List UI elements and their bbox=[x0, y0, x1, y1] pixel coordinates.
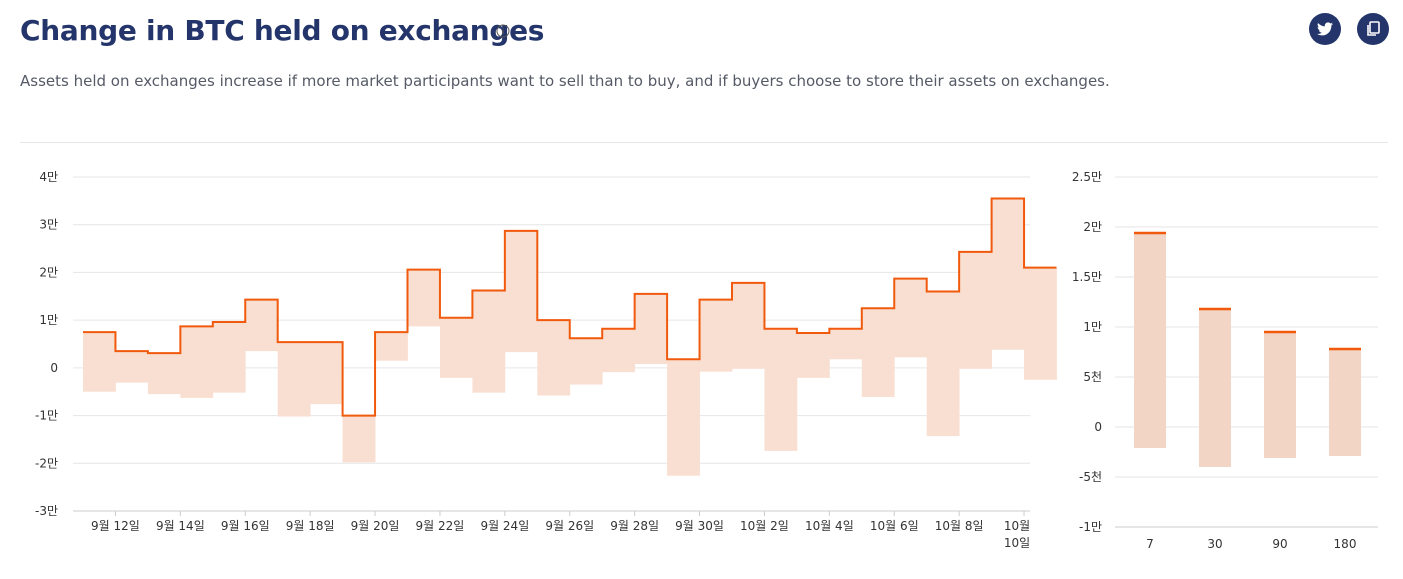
bar-range bbox=[1264, 332, 1296, 458]
x-tick-label: 10월 8일 bbox=[935, 519, 984, 533]
range-band bbox=[764, 328, 798, 451]
y-tick-label: 4만 bbox=[39, 170, 58, 184]
x-tick-label: 9월 12일 bbox=[91, 519, 140, 533]
y-tick-label: 1.5만 bbox=[1072, 270, 1102, 284]
range-band bbox=[537, 320, 571, 396]
range-band bbox=[407, 269, 441, 327]
x-tick-label: 9월 18일 bbox=[286, 519, 335, 533]
x-tick-label: 10월 4일 bbox=[805, 519, 854, 533]
y-tick-label: 1만 bbox=[39, 313, 58, 327]
range-band bbox=[732, 282, 765, 369]
range-band bbox=[796, 333, 830, 378]
range-band bbox=[375, 332, 408, 361]
bar-range bbox=[1329, 349, 1361, 456]
range-band bbox=[147, 353, 181, 395]
range-band bbox=[894, 278, 928, 358]
y-tick-label: 2만 bbox=[39, 265, 58, 279]
y-tick-label: -2만 bbox=[35, 456, 58, 470]
range-band bbox=[212, 322, 246, 393]
range-band bbox=[439, 317, 473, 378]
x-tick-label: 90 bbox=[1272, 537, 1287, 551]
x-tick-label: 7 bbox=[1146, 537, 1154, 551]
x-tick-label: 9월 20일 bbox=[351, 519, 400, 533]
bar-range bbox=[1134, 233, 1166, 448]
range-band bbox=[634, 293, 668, 365]
x-tick-label: 9월 22일 bbox=[416, 519, 465, 533]
x-tick-label: 9월 24일 bbox=[480, 519, 529, 533]
info-icon[interactable] bbox=[496, 24, 510, 38]
range-band bbox=[83, 332, 116, 392]
range-band bbox=[1024, 267, 1057, 380]
y-tick-label: 5천 bbox=[1083, 369, 1102, 384]
x-tick-label: 9월 14일 bbox=[156, 519, 205, 533]
y-tick-label: 2.5만 bbox=[1072, 170, 1102, 184]
range-band bbox=[926, 291, 960, 437]
y-tick-label: 0 bbox=[1094, 420, 1102, 434]
range-band bbox=[991, 198, 1025, 350]
header-divider bbox=[20, 142, 1388, 143]
x-tick-label: 10월 bbox=[1004, 519, 1030, 533]
bar-range bbox=[1199, 309, 1231, 467]
range-band bbox=[180, 326, 214, 398]
copy-link-button[interactable] bbox=[1357, 13, 1389, 45]
x-tick-label: 10일 bbox=[1004, 536, 1030, 550]
range-band bbox=[310, 342, 343, 405]
range-band bbox=[602, 328, 636, 373]
x-tick-label: 9월 30일 bbox=[675, 519, 724, 533]
range-band bbox=[115, 351, 149, 383]
x-tick-label: 10월 6일 bbox=[870, 519, 919, 533]
range-band bbox=[569, 338, 603, 385]
page-subtitle: Assets held on exchanges increase if mor… bbox=[20, 72, 1110, 90]
y-tick-label: -1만 bbox=[35, 409, 58, 423]
x-tick-label: 9월 28일 bbox=[610, 519, 659, 533]
x-tick-label: 9월 26일 bbox=[545, 519, 594, 533]
page-title: Change in BTC held on exchanges bbox=[20, 14, 545, 47]
range-band bbox=[959, 251, 992, 369]
range-band bbox=[699, 299, 733, 372]
x-tick-label: 9월 16일 bbox=[221, 519, 270, 533]
y-tick-label: -3만 bbox=[35, 504, 58, 518]
y-tick-label: 3만 bbox=[39, 218, 58, 232]
range-band bbox=[277, 342, 311, 417]
x-tick-label: 180 bbox=[1334, 537, 1357, 551]
range-band bbox=[829, 328, 863, 360]
y-tick-label: 1만 bbox=[1083, 320, 1102, 334]
series-line bbox=[83, 197, 1057, 417]
y-tick-label: -1만 bbox=[1079, 520, 1102, 534]
twitter-icon bbox=[1317, 22, 1333, 36]
y-tick-label: 0 bbox=[50, 361, 58, 375]
twitter-share-button[interactable] bbox=[1309, 13, 1341, 45]
range-band bbox=[245, 299, 279, 352]
range-band bbox=[861, 308, 895, 397]
x-tick-label: 30 bbox=[1207, 537, 1222, 551]
range-band bbox=[472, 290, 506, 393]
x-tick-label: 10월 2일 bbox=[740, 519, 789, 533]
range-band bbox=[342, 415, 376, 463]
range-band bbox=[504, 230, 538, 353]
range-band bbox=[667, 359, 700, 476]
copy-icon bbox=[1367, 21, 1380, 36]
y-tick-label: 2만 bbox=[1083, 220, 1102, 234]
y-tick-label: -5천 bbox=[1079, 469, 1102, 484]
